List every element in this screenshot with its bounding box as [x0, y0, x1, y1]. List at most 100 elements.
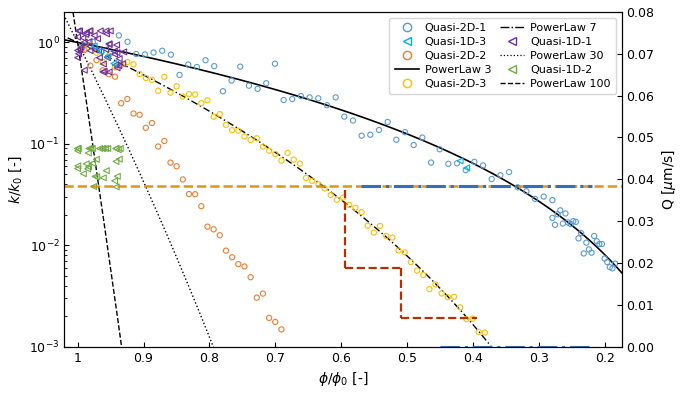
Point	[365, 132, 376, 138]
Point	[112, 65, 123, 71]
Point	[103, 41, 114, 47]
Point	[245, 274, 256, 280]
Point	[261, 80, 272, 87]
Point	[209, 63, 220, 69]
Point	[103, 41, 114, 48]
Point	[521, 188, 532, 194]
Point	[455, 158, 466, 164]
Point	[113, 62, 124, 69]
Point	[73, 145, 84, 152]
Point	[114, 32, 125, 39]
Point	[221, 122, 232, 128]
Point	[113, 147, 124, 153]
Point	[538, 194, 549, 200]
Point	[72, 166, 83, 172]
Point	[214, 232, 225, 238]
Point	[477, 162, 488, 169]
Point	[270, 319, 281, 325]
Point	[547, 197, 558, 203]
Point	[108, 60, 119, 67]
Y-axis label: $k/k_0$ [-]: $k/k_0$ [-]	[7, 155, 24, 203]
Point	[102, 145, 113, 152]
Point	[97, 67, 108, 73]
Point	[85, 42, 96, 49]
Point	[269, 60, 280, 67]
Point	[295, 93, 306, 99]
Point	[131, 51, 142, 57]
Point	[73, 28, 84, 34]
Point	[140, 125, 151, 131]
Point	[295, 160, 306, 167]
Point	[245, 137, 256, 143]
Point	[568, 218, 579, 224]
Point	[393, 247, 404, 254]
Point	[307, 178, 318, 184]
Point	[196, 100, 207, 106]
Point	[562, 219, 573, 226]
Point	[356, 209, 367, 215]
Point	[147, 77, 158, 83]
Point	[177, 93, 188, 100]
Point	[202, 224, 213, 230]
Point	[549, 222, 560, 228]
Point	[202, 97, 213, 103]
Point	[258, 290, 269, 297]
Point	[512, 184, 523, 190]
Point	[83, 150, 94, 156]
Point	[92, 36, 103, 42]
Point	[233, 128, 244, 134]
Point	[208, 226, 219, 233]
Legend: Quasi-2D-1, Quasi-1D-3, Quasi-2D-2, PowerLaw 3, Quasi-2D-3, PowerLaw 7, Quasi-1D: Quasi-2D-1, Quasi-1D-3, Quasi-2D-2, Powe…	[389, 17, 616, 94]
Point	[157, 47, 168, 54]
Point	[134, 112, 145, 118]
Point	[467, 316, 478, 322]
Point	[89, 32, 100, 39]
Point	[399, 249, 410, 256]
Point	[332, 197, 342, 203]
Point	[171, 163, 182, 169]
Point	[128, 61, 139, 68]
Point	[72, 145, 83, 152]
Point	[278, 97, 289, 103]
Point	[97, 145, 108, 152]
Point	[495, 172, 506, 179]
Point	[103, 69, 114, 75]
Point	[399, 129, 410, 135]
Point	[573, 235, 584, 241]
Point	[84, 38, 95, 45]
Point	[91, 57, 102, 63]
Point	[599, 255, 610, 261]
Point	[91, 50, 102, 56]
Point	[460, 167, 471, 173]
Point	[430, 281, 441, 288]
Point	[112, 49, 123, 56]
Point	[339, 113, 350, 120]
Point	[109, 48, 120, 54]
Point	[87, 145, 98, 152]
Point	[217, 88, 228, 94]
Point	[111, 145, 122, 152]
Point	[387, 234, 398, 241]
Point	[282, 150, 293, 156]
Point	[81, 30, 92, 36]
Point	[98, 61, 109, 67]
Point	[252, 86, 263, 92]
Point	[486, 347, 497, 353]
Point	[288, 361, 299, 367]
Point	[105, 51, 116, 57]
Point	[578, 250, 589, 257]
Point	[77, 35, 88, 41]
Point	[313, 95, 324, 102]
Point	[111, 184, 122, 190]
Point	[313, 181, 324, 188]
Point	[114, 156, 125, 162]
Point	[98, 175, 109, 181]
Point	[288, 156, 299, 163]
Point	[381, 233, 392, 239]
Point	[84, 28, 95, 34]
Point	[295, 368, 306, 374]
Point	[575, 230, 586, 236]
Point	[80, 31, 91, 38]
Point	[239, 263, 250, 270]
Point	[97, 58, 108, 65]
